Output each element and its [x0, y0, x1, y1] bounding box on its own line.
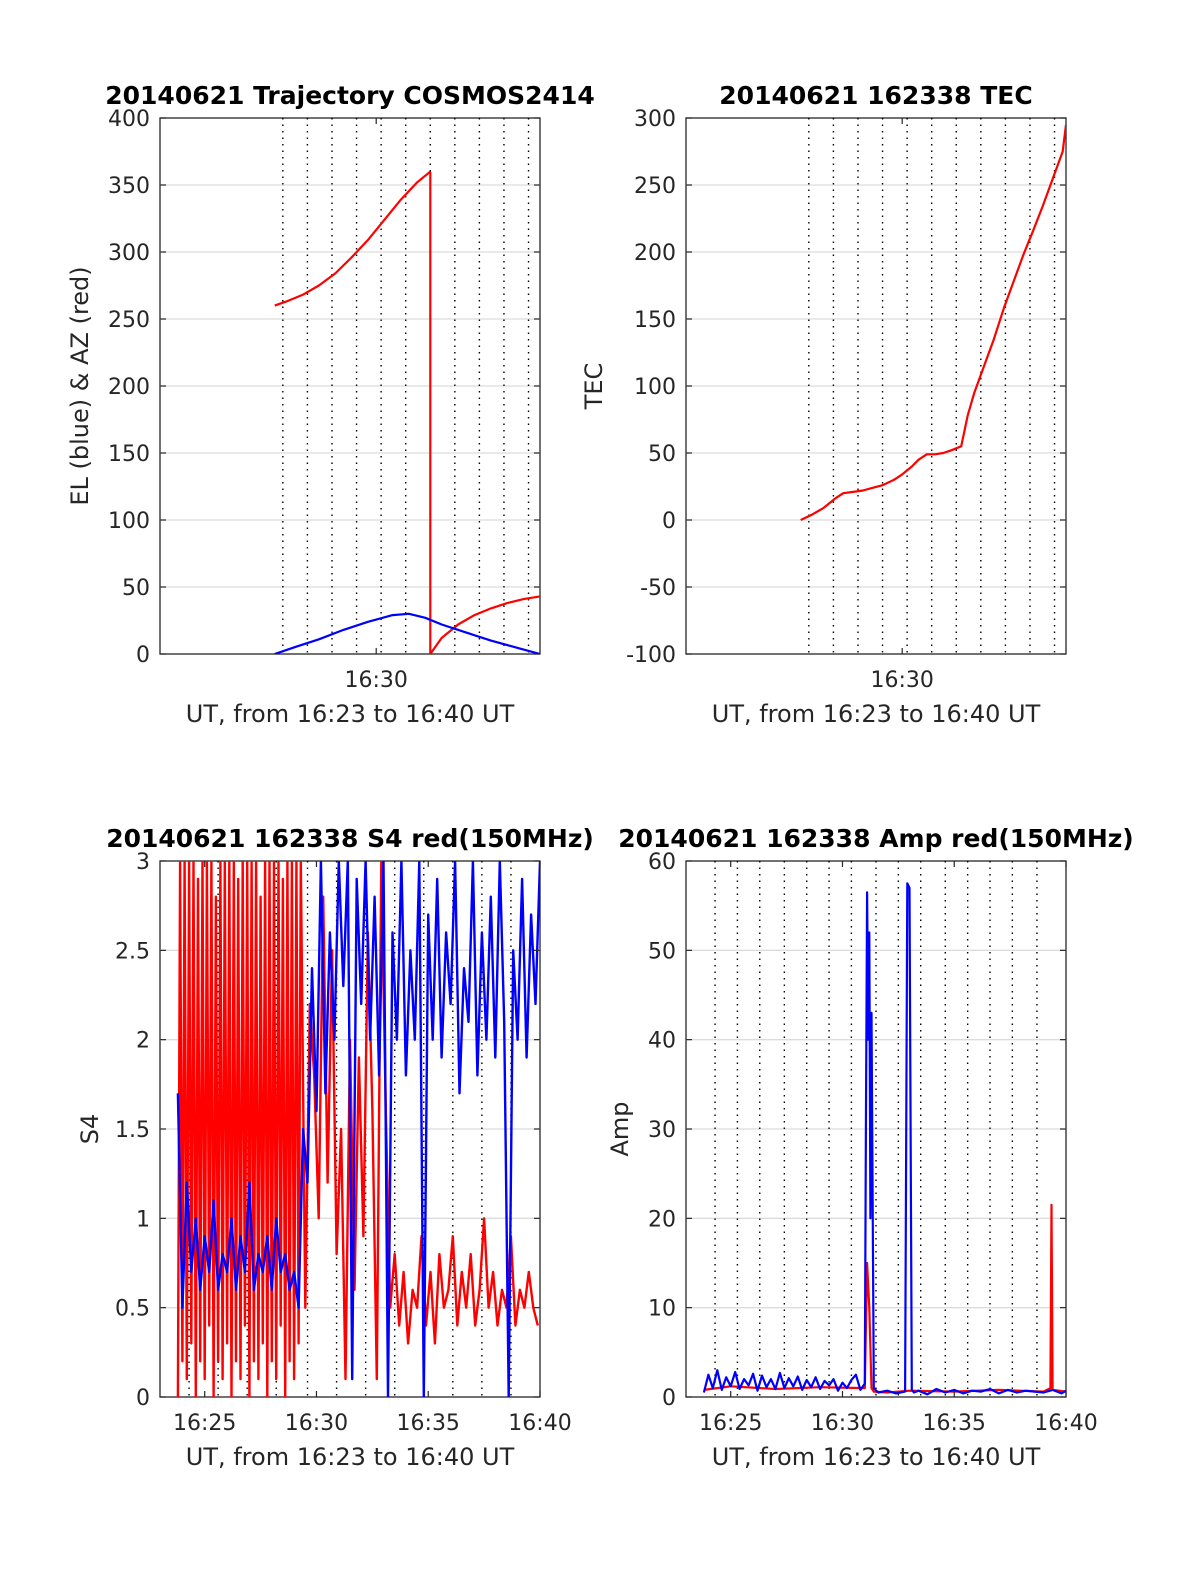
- amp-ytick-label: 50: [648, 939, 676, 964]
- amp-panel: 0 10 20 30 40 50 60 16:25 16:30 16:35 16:40 201406…: [606, 824, 1134, 1471]
- traj-series-3-line: [274, 612, 540, 654]
- s4-xlabel: UT, from 16:23 to 16:40 UT: [186, 1443, 515, 1471]
- tec-ytick-label: -100: [626, 643, 676, 668]
- amp-ytick-label: 20: [648, 1207, 676, 1232]
- traj-ytick-label: 350: [108, 174, 150, 199]
- tec-ytick-label: 100: [634, 375, 676, 400]
- amp-xtick-label: 16:35: [923, 1411, 986, 1436]
- s4-ylabel: S4: [76, 1114, 104, 1145]
- traj-xtick-label: 16:30: [345, 668, 408, 693]
- s4-xtick-label: 16:30: [285, 1411, 348, 1436]
- tec-ytick-label: 250: [634, 174, 676, 199]
- trajectory-title: 20140621 Trajectory COSMOS2414: [105, 81, 595, 110]
- s4-xtick-label: 16:25: [173, 1411, 236, 1436]
- traj-ytick-label: 250: [108, 308, 150, 333]
- s4-ytick-label: 1.5: [115, 1118, 150, 1143]
- amp-ylabel: Amp: [606, 1101, 634, 1156]
- amp-ytick-label: 30: [648, 1118, 676, 1143]
- amp-xlabel: UT, from 16:23 to 16:40 UT: [712, 1443, 1041, 1471]
- tec-ytick-label: 0: [662, 509, 676, 534]
- amp-series-1-line: [702, 882, 1066, 1396]
- tec-ylabel: TEC: [580, 363, 608, 411]
- traj-series-0-line: [274, 170, 431, 307]
- s4-series-0-line: [176, 861, 539, 1397]
- amp-ytick-label: 60: [648, 850, 676, 875]
- tec-ytick-label: 50: [648, 442, 676, 467]
- s4-ytick-label: 0.5: [115, 1297, 150, 1322]
- traj-ytick-label: 150: [108, 442, 150, 467]
- tec-panel: -100 -50 0 50 100 150 200 250 300 16:30 20140621 …: [580, 81, 1067, 728]
- s4-xtick-label: 16:35: [397, 1411, 460, 1436]
- s4-ytick-label: 0: [136, 1386, 150, 1411]
- s4-title: 20140621 162338 S4 red(150MHz): [106, 824, 594, 853]
- traj-ytick-label: 50: [122, 576, 150, 601]
- trajectory-xlabel: UT, from 16:23 to 16:40 UT: [186, 700, 515, 728]
- trajectory-ylabel: EL (blue) & AZ (red): [66, 266, 94, 505]
- amp-ytick-label: 10: [648, 1297, 676, 1322]
- amp-xtick-label: 16:40: [1034, 1411, 1097, 1436]
- traj-series-2-line: [429, 595, 540, 654]
- traj-ytick-label: 0: [136, 643, 150, 668]
- amp-xtick-label: 16:30: [811, 1411, 874, 1436]
- trajectory-panel: 0 50 100 150 200 250 300 350 400 16:30 20140621 T…: [66, 81, 595, 728]
- tec-ytick-label: -50: [640, 576, 676, 601]
- s4-ytick-label: 2: [136, 1029, 150, 1054]
- traj-ytick-label: 100: [108, 509, 150, 534]
- s4-panel: 0 0.5 1 1.5 2 2.5 3 16:25 16:30 16:35 16:40 201406…: [76, 824, 594, 1471]
- tec-xlabel: UT, from 16:23 to 16:40 UT: [712, 700, 1041, 728]
- traj-ytick-label: 300: [108, 241, 150, 266]
- tec-ytick-label: 200: [634, 241, 676, 266]
- tec-xtick-label: 16:30: [871, 668, 934, 693]
- amp-ytick-label: 0: [662, 1386, 676, 1411]
- tec-ytick-label: 150: [634, 308, 676, 333]
- amp-title: 20140621 162338 Amp red(150MHz): [618, 824, 1134, 853]
- traj-ytick-label: 400: [108, 107, 150, 132]
- s4-ytick-label: 2.5: [115, 939, 150, 964]
- amp-ytick-label: 40: [648, 1029, 676, 1054]
- s4-series-1-line: [176, 861, 540, 1397]
- amp-xtick-label: 16:25: [699, 1411, 762, 1436]
- tec-series-0-line: [800, 124, 1066, 521]
- tec-ytick-label: 300: [634, 107, 676, 132]
- s4-ytick-label: 1: [136, 1207, 150, 1232]
- tec-title: 20140621 162338 TEC: [719, 81, 1032, 110]
- s4-xtick-label: 16:40: [508, 1411, 571, 1436]
- traj-ytick-label: 200: [108, 375, 150, 400]
- s4-ytick-label: 3: [136, 850, 150, 875]
